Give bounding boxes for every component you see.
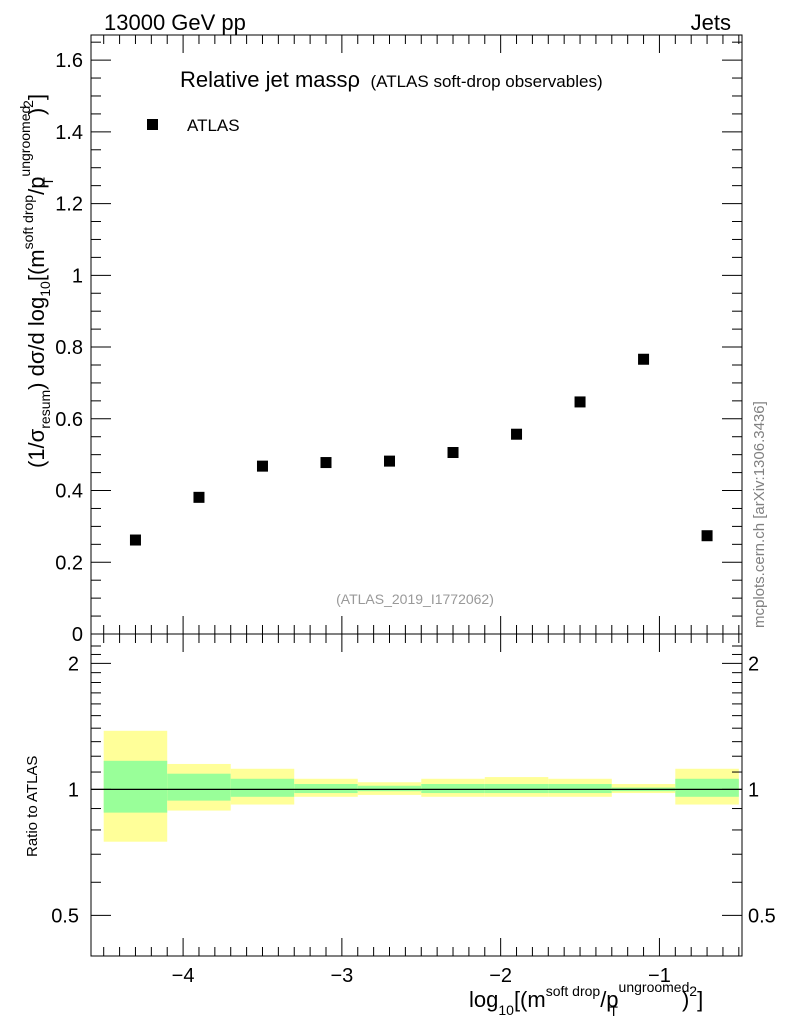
ratio-band-green [675,778,739,797]
side-credit-label: mcplots.cern.ch [arXiv:1306.3436] [751,401,768,628]
analysis-watermark: (ATLAS_2019_I1772062) [336,591,494,607]
y-label-part: ) [24,108,49,115]
y-label-sub: 10 [37,281,53,297]
y-label-part: (1/σ [24,428,49,468]
ratio-band-green [548,783,612,794]
ratio-panel-frame [90,633,743,957]
x-label-sub: 10 [498,1002,514,1018]
y-tick-label: 0.8 [55,337,83,359]
ratio-band-green [167,773,231,801]
data-point [129,534,141,546]
y-label-sub: T [40,177,56,186]
y-label-sub: resum [37,390,53,429]
y-tick-label: 1.2 [55,194,83,216]
x-tick-label: −2 [489,965,512,987]
x-axis-label: log10[(msoft drop/pungroomed T)2] [469,979,703,1019]
ratio-band-green [484,783,549,794]
main-x-ticks [103,35,740,634]
header-left: 13000 GeV pp [104,10,246,35]
y-label-part: /p [24,177,49,195]
data-point [511,428,523,440]
y-label-sup: soft drop [20,195,36,250]
x-label-sup: soft drop [546,983,601,999]
y-label-sup: 2 [20,100,36,108]
header-right: Jets [691,10,731,35]
ratio-band-green [103,760,168,813]
x-label-part: ) [682,987,689,1012]
ratio-x-axis: −4 −3 −2 −1 [103,634,740,987]
y-label-sup: ungroomed [17,106,33,177]
ratio-band-green [421,783,485,794]
y-tick-label: 0 [72,624,83,646]
ratio-tick-label-left: 1 [68,779,79,801]
title-sub: (ATLAS soft-drop observables) [370,72,602,91]
ratio-tick-label-right: 2 [748,653,759,675]
ratio-tick-label-right: 0.5 [748,905,776,927]
y-tick-label: 1 [72,265,83,287]
data-point [701,530,713,542]
y-label-part: ] [24,94,49,100]
plot-title: Relative jet massρ (ATLAS soft-drop obse… [180,67,603,92]
data-point [193,491,205,503]
ratio-band-green [294,783,358,794]
data-point [384,455,396,467]
y-tick-label: 0.6 [55,409,83,431]
ratio-band-green [230,778,295,797]
ratio-tick-label-left: 0.5 [51,905,79,927]
x-label-part: log [469,987,498,1012]
data-point [256,460,268,472]
main-y-axis: 0 0.2 0.4 0.6 0.8 1 1.2 1.4 1.6 [55,41,742,646]
ratio-band-green [357,785,422,792]
data-point [638,353,650,365]
x-label-part: /p [600,987,618,1012]
y-tick-label: 1.6 [55,50,83,72]
x-tick-label: −1 [648,965,671,987]
y-tick-label: 0.4 [55,481,83,503]
y-tick-label: 1.4 [55,122,83,144]
y-tick-label: 0.2 [55,552,83,574]
x-label-sub: T [609,1003,618,1019]
ratio-tick-label-left: 2 [68,653,79,675]
y-label-part: ) dσ/d log [24,297,49,390]
y-label-part: [(m [24,249,49,281]
data-point [574,396,586,408]
ratio-y-axis-label: Ratio to ATLAS [24,756,41,857]
data-point [447,447,459,459]
data-point [320,457,332,469]
data-markers [129,353,713,546]
legend-label: ATLAS [187,116,240,135]
ratio-tick-label-right: 1 [748,779,759,801]
ratio-y-axis: 0.5 0.5 1 1 2 2 [51,645,776,957]
y-axis-label: (1/σresum) dσ/d log10[(msoft drop/pungro… [17,94,56,468]
legend-marker [147,119,158,130]
x-tick-label: −4 [172,965,195,987]
x-tick-label: −3 [330,965,353,987]
x-label-sup: 2 [689,983,697,999]
x-label-part: ] [697,987,703,1012]
x-label-part: [(m [514,987,546,1012]
ratio-bands [103,730,739,842]
title-main: Relative jet massρ [180,67,360,92]
x-label-sup: ungroomed [619,979,690,995]
